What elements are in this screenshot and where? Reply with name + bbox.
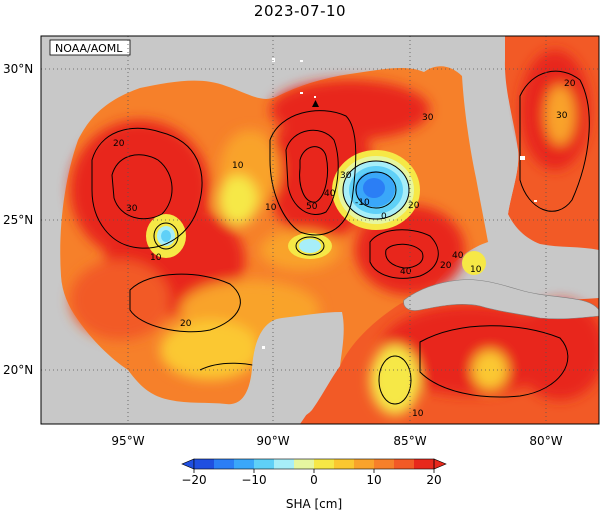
svg-text:40: 40 (400, 267, 412, 277)
svg-text:50: 50 (306, 202, 318, 212)
cuba-land (403, 279, 599, 320)
colorbar-arrow-high (433, 458, 447, 470)
colorbar-cell (394, 459, 415, 469)
map-title: 2023-07-10 (253, 2, 347, 20)
svg-text:10: 10 (150, 253, 162, 263)
svg-text:10: 10 (470, 265, 482, 275)
svg-text:30: 30 (340, 171, 352, 181)
cold-eddy (332, 150, 420, 230)
svg-text:-10: -10 (355, 198, 370, 208)
contour-label-group: 20 30 40 50 10 0 -10 20 30 40 30 20 10 1… (113, 79, 576, 419)
lat-tick-20: 20°N (3, 363, 33, 377)
colorbar-cell (314, 459, 335, 469)
yucatan-land (252, 312, 344, 424)
colorbar-tick-m10: −10 (241, 473, 266, 487)
small-islands (262, 58, 537, 349)
colorbar-cell (414, 459, 435, 469)
lon-tick-90: 90°W (256, 434, 289, 448)
svg-text:30: 30 (422, 113, 434, 123)
svg-text:10: 10 (412, 409, 424, 419)
credit-label: NOAA/AOML (55, 42, 123, 55)
svg-text:20: 20 (408, 201, 420, 211)
svg-text:40: 40 (452, 251, 464, 261)
colorbar-cell (334, 459, 355, 469)
colorbar-arrow-low (181, 458, 195, 470)
lat-tick-30: 30°N (3, 62, 33, 76)
colorbar-cell (254, 459, 275, 469)
florida-land (462, 68, 519, 242)
colorbar-tick-m20: −20 (181, 473, 206, 487)
svg-text:20: 20 (180, 319, 192, 329)
lon-tick-85: 85°W (393, 434, 426, 448)
svg-text:40: 40 (324, 189, 336, 199)
svg-text:30: 30 (556, 111, 568, 121)
lat-axis: 30°N 25°N 20°N (3, 62, 33, 377)
map-frame (40, 35, 600, 425)
colorbar-tick-0: 0 (310, 473, 318, 487)
colorbar-tick-10: 10 (366, 473, 381, 487)
lon-tick-80: 80°W (529, 434, 562, 448)
svg-text:10: 10 (265, 203, 277, 213)
colorbar-cell (374, 459, 395, 469)
contour-lines (91, 70, 590, 405)
svg-text:20: 20 (113, 139, 125, 149)
colorbar-cell (294, 459, 315, 469)
svg-text:30: 30 (126, 204, 138, 214)
lat-tick-25: 25°N (3, 213, 33, 227)
colorbar: −20 −10 0 10 20 SHA [cm] (181, 458, 447, 511)
svg-text:0: 0 (381, 212, 387, 222)
colorbar-cell (214, 459, 235, 469)
buoy-marker (312, 100, 319, 107)
svg-text:20: 20 (564, 79, 576, 89)
svg-text:10: 10 (232, 161, 244, 171)
colorbar-cell (274, 459, 295, 469)
colorbar-cell (234, 459, 255, 469)
colorbar-tick-20: 20 (426, 473, 441, 487)
colorbar-cell (354, 459, 375, 469)
svg-text:20: 20 (440, 261, 452, 271)
map-area: 20 30 40 50 10 0 -10 20 30 40 30 20 10 1… (41, 36, 599, 424)
colorbar-cell (194, 459, 215, 469)
credit-box (49, 39, 131, 56)
lon-axis: 95°W 90°W 85°W 80°W (111, 434, 562, 448)
graticule (41, 36, 599, 424)
lon-tick-95: 95°W (111, 434, 144, 448)
colorbar-title: SHA [cm] (286, 497, 342, 511)
